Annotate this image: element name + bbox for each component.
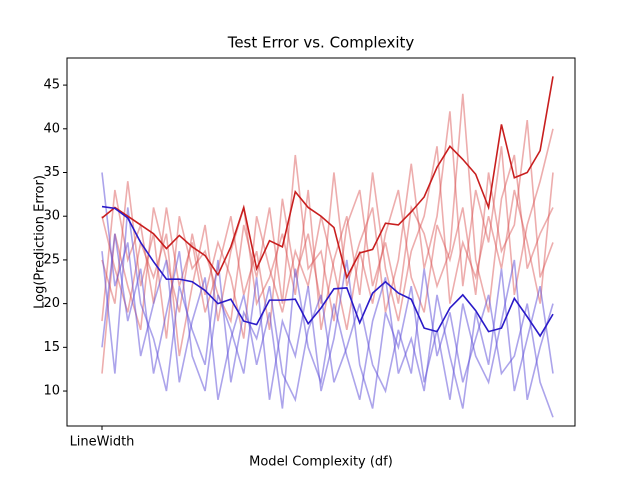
series-line	[101, 93, 554, 339]
y-tick-label: 25	[43, 252, 60, 267]
chart-title: Test Error vs. Complexity	[227, 34, 415, 52]
series-line	[101, 233, 554, 409]
y-tick-label: 15	[43, 340, 60, 355]
y-tick-label: 40	[43, 121, 60, 136]
y-tick-label: 45	[43, 78, 60, 93]
y-tick-label: 20	[43, 296, 60, 311]
x-axis-label: Model Complexity (df)	[249, 455, 393, 470]
series-line	[101, 111, 554, 330]
y-tick-label: 35	[43, 165, 60, 180]
series-line	[101, 146, 554, 357]
plot-lines	[101, 76, 554, 418]
y-tick-label: 10	[43, 384, 60, 399]
series-line	[101, 76, 554, 280]
plot-frame	[66, 57, 576, 427]
y-tick-label: 30	[43, 209, 60, 224]
y-axis-label: Log(Prediction Error)	[33, 175, 48, 309]
x-tick-label: LineWidth	[70, 435, 135, 450]
series-line	[101, 205, 554, 338]
series-line	[101, 207, 554, 418]
